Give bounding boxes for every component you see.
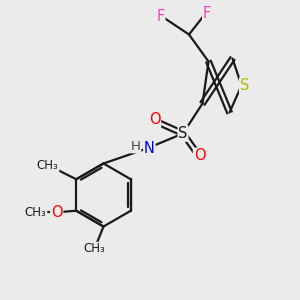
Text: N: N bbox=[144, 141, 155, 156]
Text: CH₃: CH₃ bbox=[37, 159, 58, 172]
Text: H: H bbox=[131, 140, 140, 153]
Text: S: S bbox=[178, 126, 188, 141]
Text: F: F bbox=[156, 9, 165, 24]
Text: O: O bbox=[194, 148, 205, 164]
Text: S: S bbox=[240, 78, 249, 93]
Text: O: O bbox=[149, 112, 160, 128]
Text: O: O bbox=[51, 205, 62, 220]
Text: F: F bbox=[203, 6, 211, 21]
Text: CH₃: CH₃ bbox=[25, 206, 46, 219]
Text: CH₃: CH₃ bbox=[84, 242, 105, 256]
